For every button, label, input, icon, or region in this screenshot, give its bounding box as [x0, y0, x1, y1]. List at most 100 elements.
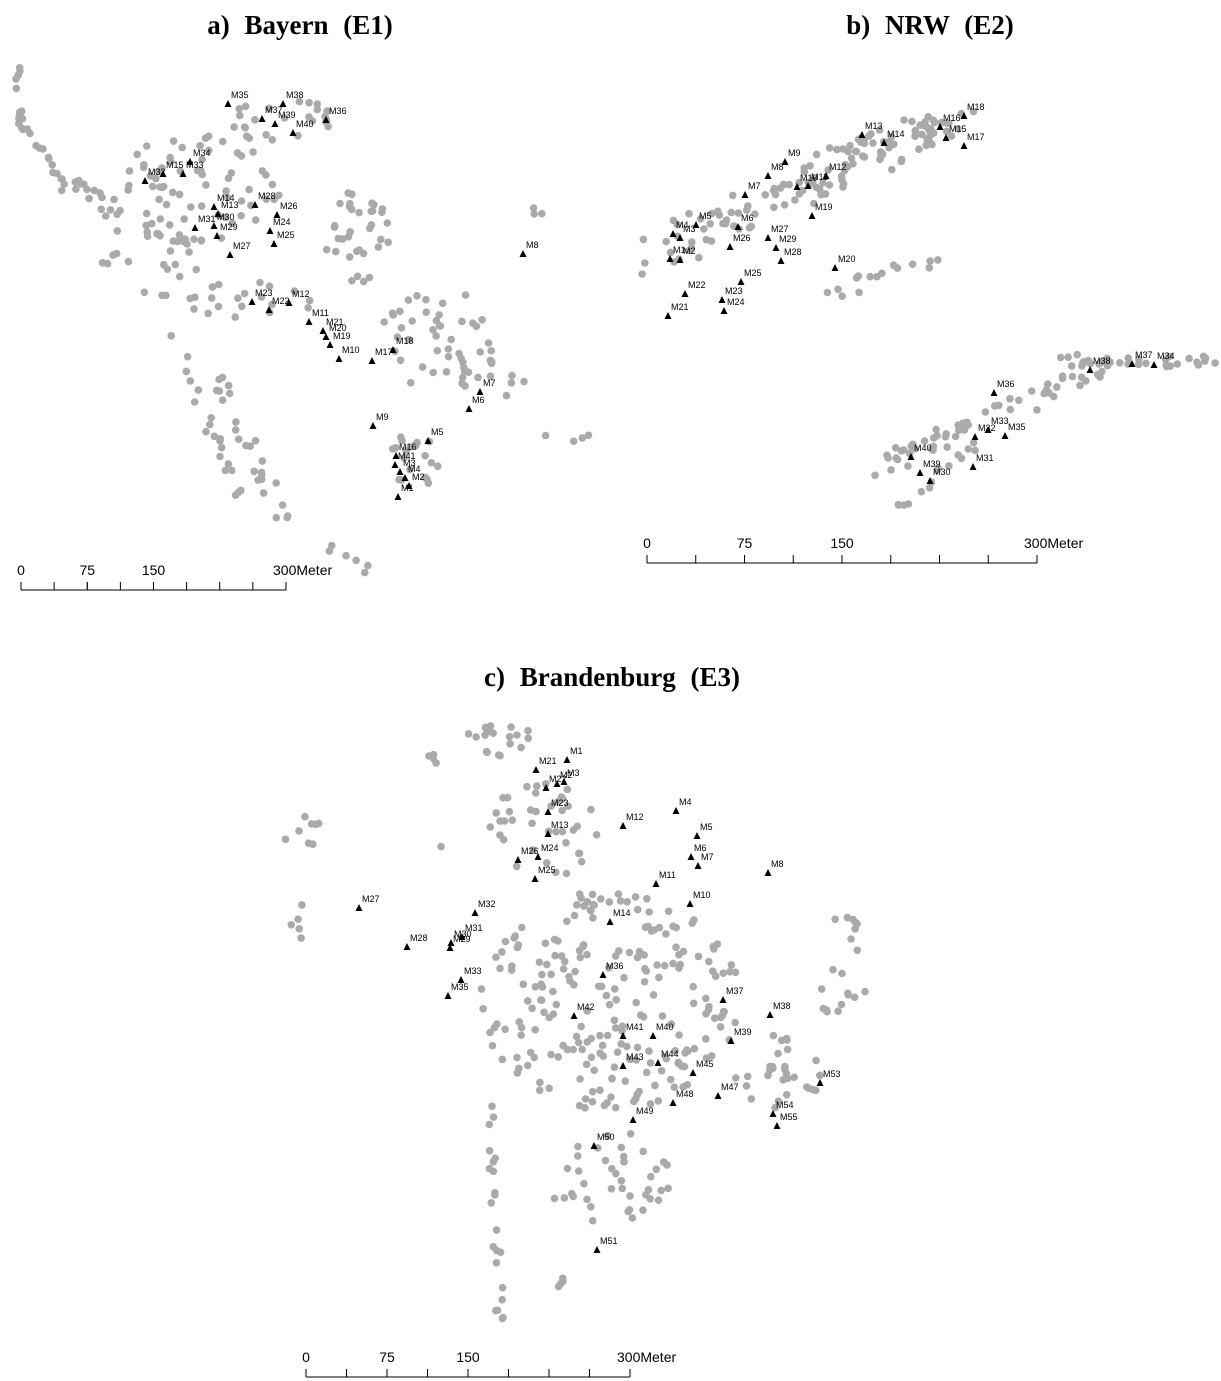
site-point	[383, 219, 392, 227]
site-point	[528, 819, 536, 828]
site-point	[838, 969, 846, 978]
site-point	[72, 185, 80, 193]
site-point	[433, 346, 442, 355]
site-point	[638, 270, 646, 278]
site-point	[501, 1025, 509, 1034]
site-point	[671, 1047, 679, 1055]
site-point	[844, 989, 852, 998]
site-point	[503, 793, 512, 802]
site-point	[570, 911, 579, 920]
site-point	[352, 556, 360, 565]
site-point	[694, 952, 703, 961]
site-point	[747, 222, 756, 231]
measurement-label: M16	[399, 442, 417, 452]
site-point	[708, 967, 717, 975]
site-point	[60, 180, 68, 188]
site-point	[458, 379, 466, 388]
site-point	[562, 839, 570, 847]
measurement-label: M15	[166, 160, 184, 170]
site-point	[545, 1084, 553, 1093]
measurement-label: M43	[626, 1052, 644, 1062]
site-point	[854, 272, 863, 280]
site-point	[501, 937, 510, 946]
measurement-point	[531, 875, 539, 882]
site-point	[909, 440, 917, 449]
site-point	[643, 895, 651, 903]
site-point	[690, 916, 698, 924]
site-point	[574, 1152, 582, 1160]
site-point	[1073, 350, 1081, 359]
measurement-point	[519, 250, 527, 257]
site-point	[179, 237, 188, 246]
site-point	[556, 1280, 565, 1288]
measurement-point	[1150, 361, 1158, 368]
site-point	[635, 1087, 643, 1096]
site-point	[523, 782, 531, 791]
site-point	[751, 210, 759, 218]
site-point	[498, 1314, 507, 1323]
site-point	[651, 1081, 659, 1090]
site-point	[224, 460, 233, 468]
site-point	[418, 363, 427, 371]
site-point	[287, 921, 296, 929]
measurement-label: M28	[258, 191, 276, 201]
site-point	[577, 894, 585, 902]
site-point	[242, 441, 250, 450]
site-point	[666, 1075, 675, 1084]
site-point	[183, 352, 192, 361]
site-point	[631, 893, 640, 901]
site-point	[207, 294, 216, 302]
measurement-point	[593, 1246, 601, 1253]
site-point	[541, 431, 550, 440]
measurement-point	[676, 256, 684, 263]
site-point	[162, 200, 171, 209]
site-point	[637, 1011, 645, 1019]
site-point	[166, 153, 174, 162]
measurement-label: M5	[431, 427, 444, 437]
site-point	[133, 150, 141, 159]
site-point	[77, 180, 85, 188]
site-point	[216, 435, 224, 443]
site-point	[708, 209, 716, 218]
measurement-label: M17	[375, 347, 393, 357]
site-point	[15, 114, 23, 123]
measurement-label: M2	[683, 246, 696, 256]
measurement-point	[271, 120, 279, 127]
site-point	[1096, 373, 1104, 381]
site-point	[225, 389, 234, 398]
site-point	[635, 947, 644, 956]
measurement-label: M36	[329, 106, 347, 116]
measurement-point	[224, 100, 232, 107]
site-point	[518, 923, 526, 932]
site-point	[617, 1177, 626, 1185]
site-point	[97, 205, 106, 214]
scale-label: 150	[830, 535, 854, 551]
site-point	[488, 1102, 496, 1110]
measurement-label: M26	[733, 233, 751, 243]
site-point	[1056, 353, 1065, 362]
site-point	[513, 731, 521, 739]
site-point	[526, 1048, 535, 1057]
site-point	[517, 1031, 525, 1039]
site-point	[873, 272, 881, 281]
measurement-point	[532, 766, 540, 773]
site-point	[887, 466, 895, 474]
site-point	[353, 272, 362, 281]
site-point	[280, 114, 289, 122]
measurement-point	[186, 158, 194, 165]
site-point	[625, 948, 634, 957]
site-point	[666, 248, 675, 257]
measurement-label: M8	[771, 859, 784, 869]
site-point	[633, 1043, 642, 1052]
site-point	[491, 1191, 499, 1199]
site-point	[702, 235, 711, 244]
site-point	[596, 1086, 604, 1094]
measurement-label: M27	[771, 224, 789, 234]
site-point	[645, 1047, 653, 1055]
measurement-point	[369, 422, 377, 429]
measurement-label: M38	[286, 90, 304, 100]
site-point	[876, 148, 885, 156]
measurement-point	[781, 158, 789, 165]
measurement-label: M3	[683, 224, 696, 234]
measurement-point	[270, 240, 278, 247]
